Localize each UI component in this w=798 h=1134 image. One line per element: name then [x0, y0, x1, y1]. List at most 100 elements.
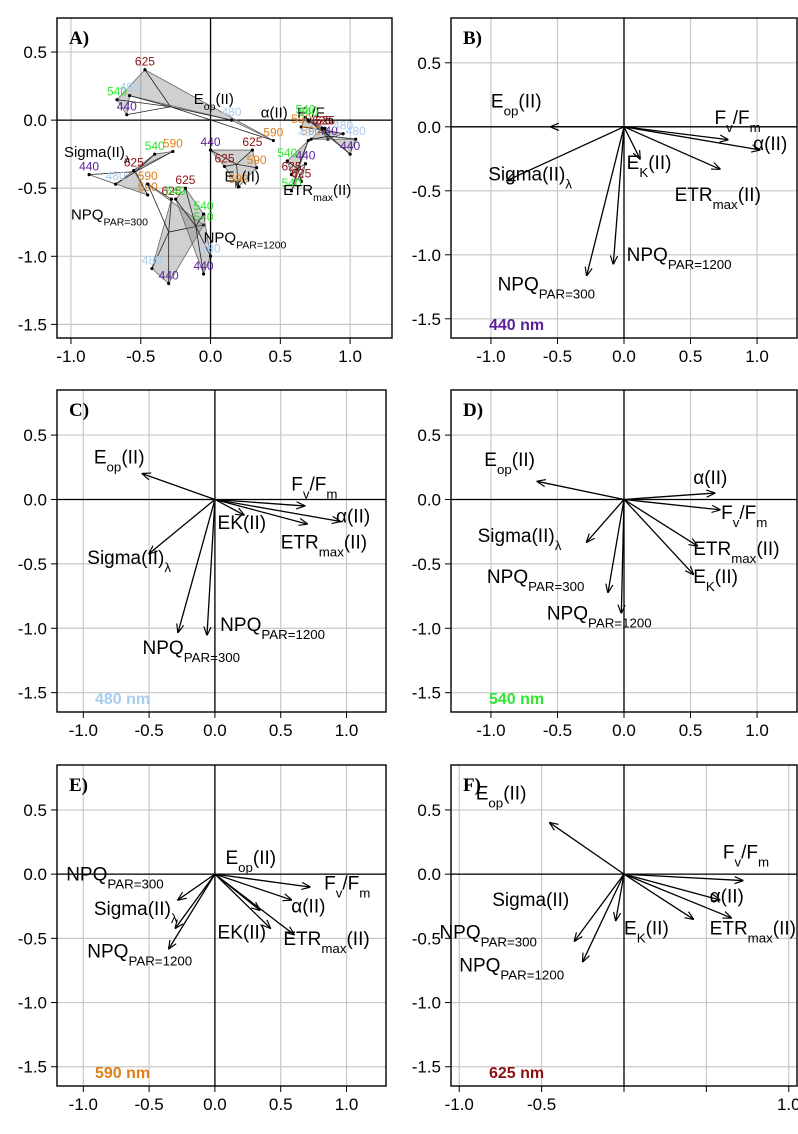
- y-tick-label: -0.5: [18, 929, 47, 948]
- loading-arrow: [587, 126, 625, 275]
- point-wavelength-label: 480: [298, 126, 318, 140]
- x-tick-label: 1.0: [338, 347, 362, 366]
- data-point: [201, 212, 206, 216]
- point-wavelength-label: 625: [242, 135, 262, 149]
- y-tick-label: -1.5: [412, 310, 441, 329]
- data-point: [127, 94, 132, 98]
- vector-label: NPQPAR=300: [66, 865, 164, 892]
- vector-label: α(II): [753, 134, 787, 155]
- y-tick-label: -0.5: [18, 179, 47, 198]
- point-wavelength-label: 590: [263, 126, 283, 140]
- data-point: [236, 185, 241, 189]
- vector-eop-ii-: Eop(II): [214, 848, 276, 910]
- vector-label: α(II): [291, 897, 325, 918]
- panel-letter: E): [69, 775, 88, 796]
- x-tick-label: -1.0: [69, 1095, 98, 1114]
- data-point: [299, 125, 303, 129]
- group-hull: [209, 149, 258, 188]
- group-spoke: [175, 198, 197, 227]
- point-wavelength-label: 440: [117, 100, 137, 114]
- point-wavelength-label: 440: [201, 135, 221, 149]
- x-tick-label: 1.0: [777, 1095, 798, 1114]
- vector-sigma-ii-: Sigma(II)λ: [488, 126, 625, 192]
- loading-arrow: [621, 499, 624, 612]
- group-hull: [175, 187, 211, 276]
- y-tick-label: -0.5: [412, 929, 441, 948]
- vector-sigma-ii-: Sigma(II): [492, 874, 625, 920]
- vector-label: Fv/Fm: [721, 503, 767, 530]
- point-wavelength-label: 480: [333, 119, 353, 133]
- panel-letter: B): [463, 28, 482, 49]
- group-spoke: [236, 163, 257, 169]
- vector-label: EK(II): [218, 922, 267, 943]
- point-wavelength-label: 540: [194, 199, 214, 213]
- point-wavelength-label: 440: [340, 139, 360, 153]
- vector-fv-fm: Fv/Fm: [623, 498, 767, 530]
- point-wavelength-label: 625: [315, 113, 335, 127]
- vector-label: EK(II): [624, 918, 669, 945]
- loading-arrow: [587, 499, 625, 542]
- data-point: [171, 149, 175, 154]
- vector-npqpar-1200: NPQPAR=1200: [207, 499, 325, 641]
- y-tick-label: -1.5: [412, 684, 441, 703]
- x-tick-label: -0.5: [134, 1095, 163, 1114]
- vector-etrmax-ii-: ETRmax(II): [623, 498, 780, 565]
- loading-arrow: [583, 873, 625, 961]
- point-wavelength-label: 540: [295, 102, 315, 116]
- wavelength-label: 480 nm: [95, 691, 150, 708]
- data-point: [222, 164, 227, 169]
- y-tick-label: -1.5: [412, 1058, 441, 1077]
- group-spoke: [301, 126, 321, 130]
- y-tick-label: -0.5: [412, 555, 441, 574]
- vector-label: Eop(II): [491, 92, 542, 119]
- x-tick-label: 0.5: [679, 347, 703, 366]
- loading-arrow: [214, 873, 294, 934]
- data-point: [143, 68, 147, 72]
- vector-label: EK(II): [627, 153, 672, 180]
- data-point: [229, 118, 234, 122]
- point-wavelength-label: 440: [79, 160, 99, 174]
- x-tick-label: -1.0: [69, 721, 98, 740]
- panel-b: -1.0 -0.5 0.0 0.5 1.0 0.5 0.0 -0.5 -1.0 -1.5 B) Eop…: [412, 17, 798, 366]
- x-tick-label: 1.0: [745, 347, 769, 366]
- vector-etrmax-ii-: ETRmax(II): [623, 126, 761, 212]
- vector-npqpar-1200: NPQPAR=1200: [613, 126, 732, 272]
- loading-arrow: [623, 126, 720, 169]
- vector-label: NPQPAR=300: [143, 638, 241, 665]
- y-tick-label: -1.5: [18, 1058, 47, 1077]
- loading-arrow: [623, 498, 697, 545]
- loading-arrow: [613, 126, 625, 264]
- vector-etrmax-ii-: ETRmax(II): [623, 873, 796, 945]
- group-label: NPQPAR=300: [71, 207, 148, 229]
- wavelength-label: 625 nm: [489, 1065, 544, 1082]
- group-spoke: [210, 149, 237, 165]
- point-wavelength-label: 540: [107, 85, 127, 99]
- vector-label: EK(II): [693, 567, 738, 594]
- vector-label: Sigma(II)λ: [488, 165, 572, 192]
- vector-label: α(II): [710, 886, 744, 907]
- y-tick-label: 0.5: [417, 426, 441, 445]
- vector-etrmax-ii-: ETRmax(II): [214, 498, 367, 559]
- x-tick-label: -1.0: [476, 347, 505, 366]
- vector-npqpar-1200: NPQPAR=1200: [459, 873, 625, 982]
- point-wavelength-label: 540: [277, 146, 297, 160]
- y-tick-label: -0.5: [18, 555, 47, 574]
- loading-arrow: [149, 498, 216, 553]
- vector-eop-ii-: Eop(II): [476, 784, 625, 875]
- point-wavelength-label: 625: [124, 156, 144, 170]
- group-spoke: [291, 168, 298, 192]
- point-wavelength-label: 480: [221, 105, 241, 119]
- loading-arrow: [616, 874, 625, 920]
- point-wavelength-label: 540: [145, 139, 165, 153]
- x-tick-label: -1.0: [476, 721, 505, 740]
- data-point: [323, 126, 327, 130]
- data-point: [115, 98, 119, 102]
- loading-arrow: [623, 873, 720, 900]
- point-wavelength-label: 480: [106, 169, 126, 183]
- point-wavelength-label: 625: [291, 166, 311, 180]
- group-spoke: [329, 135, 351, 155]
- vector-label: Fv/Fm: [723, 843, 769, 870]
- panel-f: -1.0 -0.5 1.00.50.0-0.5-1.0-1.5F)Eop(II)Fv…: [412, 764, 798, 1114]
